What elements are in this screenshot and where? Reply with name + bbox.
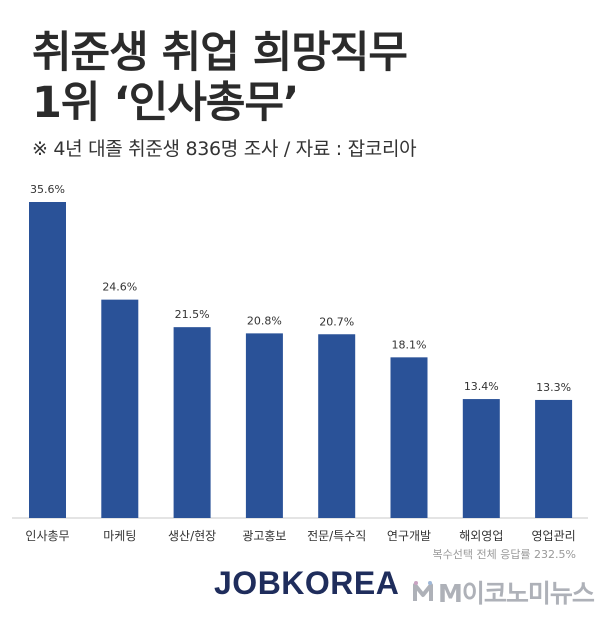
value-label-8: 13.3% bbox=[536, 381, 571, 394]
category-label-6: 연구개발 bbox=[387, 529, 431, 543]
category-label-2: 마케팅 bbox=[103, 529, 136, 543]
value-label-7: 13.4% bbox=[464, 380, 499, 393]
watermark-logo-icon bbox=[413, 581, 433, 601]
bar-8 bbox=[535, 399, 573, 518]
value-label-5: 20.7% bbox=[319, 315, 354, 328]
value-label-4: 20.8% bbox=[247, 314, 282, 327]
bar-1 bbox=[29, 202, 66, 518]
category-label-5: 전문/특수직 bbox=[307, 529, 366, 543]
bar-2 bbox=[101, 299, 139, 518]
bar-6 bbox=[390, 357, 428, 518]
footnote: 복수선택 전체 응답률 232.5% bbox=[432, 548, 576, 561]
brand-logo: JOBKOREA bbox=[214, 565, 400, 601]
value-label-3: 21.5% bbox=[175, 308, 210, 321]
category-label-4: 광고홍보 bbox=[242, 529, 286, 543]
bar-4 bbox=[245, 333, 283, 518]
watermark: M이코노미뉴스 bbox=[412, 574, 595, 610]
category-label-3: 생산/현장 bbox=[168, 529, 216, 543]
category-label-7: 해외영업 bbox=[459, 529, 503, 543]
value-label-6: 18.1% bbox=[392, 338, 427, 351]
value-label-2: 24.6% bbox=[102, 281, 137, 294]
title-line-1: 취준생 취업 희망직무 bbox=[32, 28, 408, 78]
value-label-1: 35.6% bbox=[30, 183, 65, 196]
page-title: 취준생 취업 희망직무 1위 ‘인사총무’ bbox=[32, 28, 408, 128]
title-line-2: 1위 ‘인사총무’ bbox=[32, 78, 299, 128]
bar-7 bbox=[462, 399, 500, 518]
category-label-1: 인사총무 bbox=[25, 529, 69, 543]
bar-5 bbox=[318, 334, 356, 518]
watermark-text: M이코노미뉴스 bbox=[438, 579, 595, 608]
category-label-8: 영업관리 bbox=[532, 529, 576, 543]
bar-3 bbox=[173, 327, 211, 518]
chart-subtitle: ※ 4년 대졸 취준생 836명 조사 / 자료 : 잡코리아 bbox=[32, 138, 417, 160]
